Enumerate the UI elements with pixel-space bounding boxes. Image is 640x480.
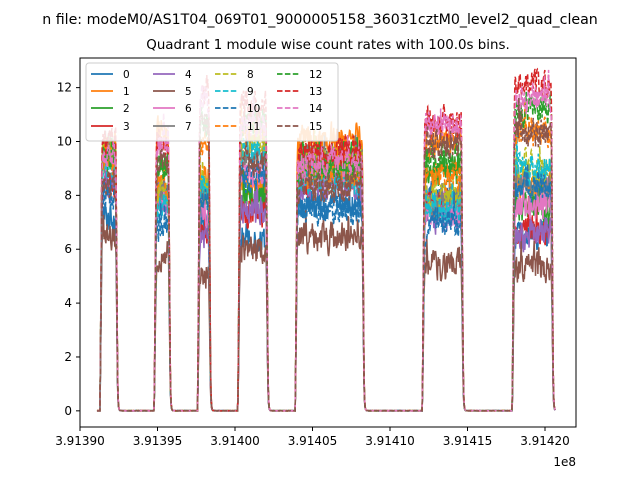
x-tick-label: 3.91405 [288, 434, 338, 448]
legend-label-1: 1 [123, 86, 130, 98]
y-axis-ticks: 0 2 4 6 8 10 12 [57, 81, 80, 418]
legend-label-10: 10 [247, 103, 260, 115]
figure-suptitle: n file: modeM0/AS1T04_069T01_9000005158_… [42, 12, 598, 28]
legend-label-8: 8 [247, 69, 254, 81]
series-lines [96, 67, 556, 412]
legend-label-0: 0 [123, 69, 130, 81]
legend-label-15: 15 [309, 121, 322, 133]
legend-label-11: 11 [247, 121, 260, 133]
legend-label-7: 7 [185, 121, 192, 133]
y-tick-label: 8 [64, 188, 72, 202]
series-line-5 [96, 210, 556, 412]
legend-label-5: 5 [185, 86, 192, 98]
legend-label-9: 9 [247, 86, 254, 98]
legend-label-13: 13 [309, 86, 322, 98]
x-tick-label: 3.91400 [210, 434, 260, 448]
legend-label-3: 3 [123, 121, 130, 133]
x-axis-offset-label: 1e8 [553, 455, 576, 469]
x-tick-label: 3.91395 [133, 434, 183, 448]
legend-frame [85, 62, 339, 142]
x-tick-label: 3.91420 [520, 434, 570, 448]
y-tick-label: 4 [64, 296, 72, 310]
y-tick-label: 2 [64, 350, 72, 364]
series-line-15 [97, 98, 556, 412]
chart-title: Quadrant 1 module wise count rates with … [146, 38, 509, 53]
legend-label-6: 6 [185, 103, 192, 115]
y-tick-label: 6 [64, 242, 72, 256]
y-tick-label: 10 [57, 134, 72, 148]
y-tick-label: 0 [64, 404, 72, 418]
y-tick-label: 12 [57, 81, 72, 95]
x-tick-label: 3.91410 [365, 434, 415, 448]
legend-label-2: 2 [123, 103, 130, 115]
x-axis-ticks: 3.91390 3.91395 3.91400 3.91405 3.91410 3.914… [55, 427, 570, 448]
legend-label-12: 12 [309, 69, 322, 81]
x-tick-label: 3.91390 [55, 434, 105, 448]
legend-label-14: 14 [309, 103, 323, 115]
legend-label-4: 4 [185, 69, 192, 81]
plot-frame [79, 57, 577, 428]
x-tick-label: 3.91415 [443, 434, 493, 448]
